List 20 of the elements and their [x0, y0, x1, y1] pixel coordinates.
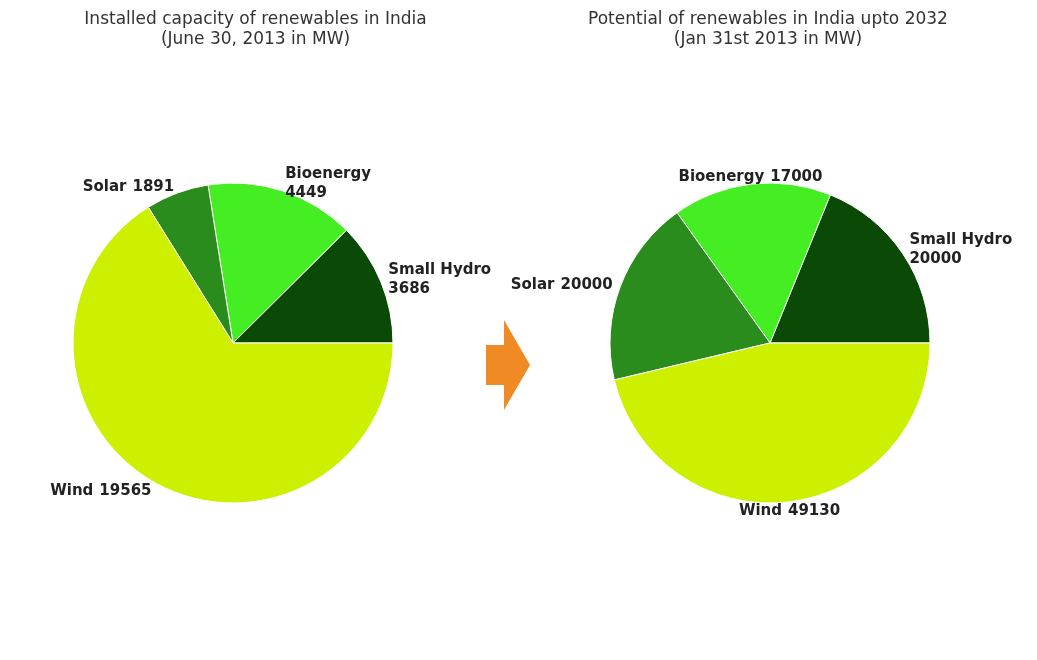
slice-label: Wind — [50, 480, 94, 499]
data-label: 20000 — [560, 274, 613, 293]
slice-label: Solar — [510, 274, 556, 293]
data-label: 3686 — [388, 278, 431, 297]
slice-label: Bioenergy — [678, 167, 765, 186]
chart-subtitle: (June 30, 2013 in MW) — [160, 28, 351, 48]
data-label: 20000 — [909, 249, 962, 268]
chart-title: Installed capacity of renewables in India — [84, 8, 427, 28]
slice-label: Small Hydro — [909, 230, 1013, 249]
data-label: 4449 — [285, 183, 327, 202]
data-label: 49130 — [787, 500, 841, 519]
slice-label: Small Hydro — [388, 259, 492, 278]
slice-label: Solar — [82, 176, 128, 195]
chart-title: Potential of renewables in India upto 2032 — [588, 8, 948, 28]
slice-label: Wind — [738, 500, 782, 519]
slice-label: Bioenergy — [285, 164, 372, 183]
data-label: 19565 — [99, 480, 152, 499]
chart-subtitle: (Jan 31st 2013 in MW) — [673, 28, 863, 48]
data-label: 1891 — [132, 176, 175, 195]
data-label: 17000 — [770, 167, 823, 186]
